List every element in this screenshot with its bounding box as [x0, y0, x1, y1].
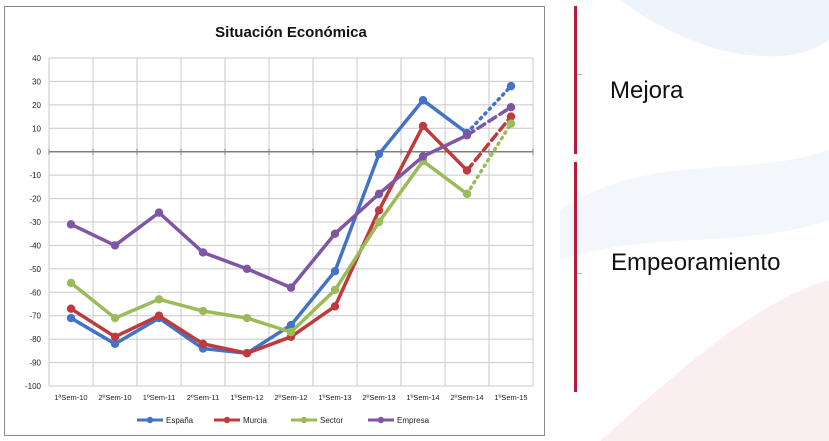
data-point — [66, 304, 76, 313]
data-point — [462, 131, 472, 140]
legend-marker — [377, 416, 385, 424]
x-tick-label: 1ºSem-11 — [143, 393, 176, 402]
x-tick-label: 2ºSem-11 — [187, 393, 220, 402]
y-tick-label: -10 — [29, 171, 41, 180]
data-point — [286, 283, 296, 292]
x-tick-label: 1ºSem-12 — [230, 393, 263, 402]
series-line — [69, 124, 469, 355]
data-point — [418, 95, 428, 105]
y-tick-label: 40 — [32, 54, 41, 63]
data-point — [286, 320, 296, 330]
data-point — [418, 152, 428, 161]
y-tick-label: 30 — [32, 77, 41, 86]
data-point — [154, 311, 164, 320]
data-point — [330, 302, 340, 311]
y-tick-label: -90 — [29, 359, 41, 368]
data-point — [418, 121, 428, 131]
data-point — [242, 264, 252, 274]
x-tick-label: 2ºSem-14 — [450, 393, 483, 402]
y-tick-label: -50 — [29, 265, 41, 274]
x-tick-label: 2ºSem-12 — [274, 393, 307, 402]
data-point — [198, 306, 208, 316]
data-point — [154, 208, 164, 217]
x-tick-label: 2ºSem-13 — [362, 393, 395, 402]
data-point — [462, 166, 472, 175]
data-point — [374, 217, 384, 227]
y-tick-label: -80 — [29, 335, 41, 344]
data-point — [110, 332, 120, 341]
data-point — [198, 339, 208, 349]
data-point — [330, 285, 340, 295]
line-chart: Situación Económica 40 30 20 10 0 -10 -20 -30 -40… — [25, 24, 534, 425]
data-point — [330, 229, 340, 238]
data-point — [110, 313, 120, 323]
x-tick-label: 2ºSem-10 — [98, 393, 131, 402]
x-tick-label: 1ªSem-10 — [54, 393, 87, 402]
legend-entry: Empresa — [397, 416, 430, 425]
divider-bar-top — [574, 6, 577, 154]
data-point — [66, 220, 76, 229]
data-point — [66, 313, 76, 323]
legend-marker — [223, 416, 231, 424]
series-forecast-line — [465, 121, 513, 196]
y-tick-label: -40 — [29, 241, 41, 250]
y-tick-label: -100 — [25, 382, 42, 391]
y-tick-label: -20 — [29, 195, 41, 204]
x-tick-label: 1ºSem-14 — [406, 393, 439, 402]
worsen-label: Empeoramiento — [611, 249, 781, 276]
data-point — [154, 295, 164, 304]
series-line — [69, 133, 469, 290]
divider-bar-bottom — [574, 162, 577, 392]
data-point — [110, 339, 120, 349]
series-forecast-line — [465, 114, 513, 173]
legend-entry: Sector — [320, 416, 343, 425]
series-line — [69, 98, 469, 355]
x-tick-label: 1ºSem-13 — [318, 393, 351, 402]
data-point — [374, 206, 384, 215]
series-line — [69, 159, 469, 334]
legend-entry: Murcia — [243, 416, 268, 425]
chart-frame: Situación Económica 40 30 20 10 0 -10 -20 -30 -40… — [4, 6, 545, 436]
x-tick-label: 1ºSem-15 — [494, 393, 527, 402]
data-point — [374, 189, 384, 199]
data-point — [506, 112, 516, 121]
legend-entry: España — [166, 416, 194, 425]
y-tick-label: -60 — [29, 288, 41, 297]
data-point — [506, 81, 516, 91]
series-forecast-line — [465, 84, 513, 135]
data-point — [110, 241, 120, 250]
data-point — [66, 278, 76, 288]
data-point — [242, 313, 252, 323]
y-tick-label: 10 — [32, 124, 41, 133]
data-point — [462, 189, 472, 199]
y-tick-label: 20 — [32, 101, 41, 110]
legend-marker — [300, 416, 308, 424]
data-point — [286, 327, 296, 337]
legend-marker — [146, 416, 154, 424]
series-forecast-line — [465, 105, 513, 138]
divider-tick — [577, 74, 582, 75]
divider-tick — [577, 273, 582, 274]
chart-title: Situación Económica — [215, 24, 367, 41]
data-point — [198, 248, 208, 257]
y-tick-label: 0 — [37, 148, 42, 157]
data-point — [374, 149, 384, 159]
data-point — [506, 119, 516, 128]
data-point — [506, 103, 516, 112]
data-point — [330, 267, 340, 276]
improve-label: Mejora — [610, 77, 684, 104]
y-tick-label: -70 — [29, 312, 41, 321]
y-tick-label: -30 — [29, 218, 41, 227]
data-point — [242, 349, 252, 358]
